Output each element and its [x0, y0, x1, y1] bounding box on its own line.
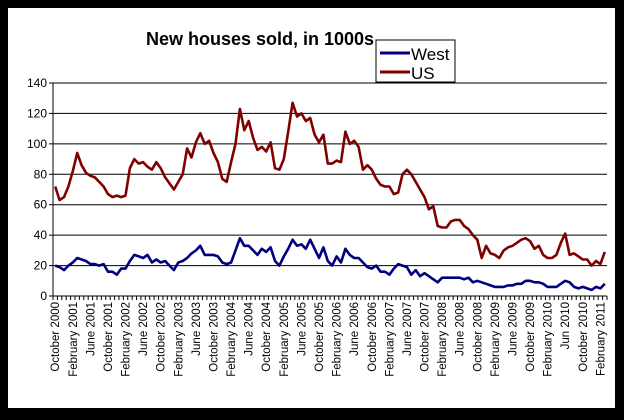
y-tick-label: 140 [27, 76, 47, 90]
x-tick-label: February 2010 [543, 302, 555, 377]
x-tick-label: February 2006 [332, 302, 344, 377]
x-tick-label: October 2003 [208, 302, 220, 372]
y-tick-label: 120 [27, 106, 47, 120]
x-tick-label: June 2006 [349, 302, 361, 356]
x-tick-label: February 2002 [121, 302, 133, 377]
x-tick-label: October 2010 [578, 302, 590, 372]
chart-panel: New houses sold, in 1000s West US 0 20 40 6… [8, 8, 615, 408]
y-tick-label: 20 [34, 259, 48, 273]
y-tick-label: 100 [27, 137, 47, 151]
legend-label-west: West [411, 45, 450, 64]
x-tick-label: February 2001 [68, 302, 80, 377]
legend-box [375, 39, 456, 83]
series-line-west [54, 236, 606, 292]
y-tick-label: 60 [34, 198, 48, 212]
x-tick-label: February 2007 [384, 302, 396, 377]
legend-label-us: US [411, 64, 435, 83]
chart-title: New houses sold, in 1000s [146, 29, 374, 49]
line-chart: New houses sold, in 1000s West US 0 20 40 6… [27, 29, 608, 377]
x-tick-label: October 2008 [472, 302, 484, 372]
x-tick-label: February 2011 [595, 302, 607, 376]
x-tick-label: October 2009 [525, 302, 537, 372]
x-tick-label: June 2007 [402, 302, 414, 356]
x-tick-label: February 2008 [437, 302, 449, 377]
x-tick-label: June 2002 [138, 302, 150, 356]
x-tick-label: Jun 2010 [560, 302, 572, 349]
x-tick-label: June 2001 [85, 302, 97, 356]
x-tick-label: February 2005 [279, 302, 291, 377]
x-tick-label: October 2002 [156, 302, 168, 372]
x-tick-label: February 2004 [226, 301, 238, 376]
x-tick-label: June 2008 [455, 302, 467, 356]
x-tick-label: June 2003 [191, 302, 203, 356]
x-tick-label: June 2005 [296, 302, 308, 356]
series-line-us [53, 101, 607, 267]
y-tick-label: 40 [34, 228, 48, 242]
x-tick-label: October 2005 [314, 302, 326, 372]
legend: West US [375, 39, 456, 83]
x-tick-label: February 2009 [490, 302, 502, 377]
x-tick-label: February 2003 [173, 302, 185, 377]
x-tick-label: October 2006 [367, 302, 379, 372]
y-tick-label: 0 [40, 289, 47, 303]
x-tick-label: June 2009 [507, 302, 519, 356]
x-tick-label: October 2001 [103, 302, 115, 372]
x-tick-label: October 2007 [420, 302, 432, 372]
x-tick-label: October 2004 [261, 301, 273, 371]
x-tick-label: October 2000 [50, 302, 62, 372]
y-tick-label: 80 [34, 167, 48, 181]
x-tick-label: June 2004 [244, 301, 256, 355]
